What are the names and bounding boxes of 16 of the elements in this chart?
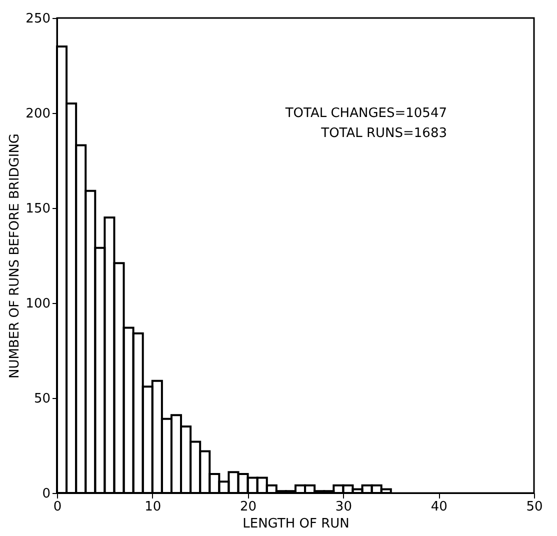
annotation: TOTAL CHANGES=10547: [284, 106, 447, 121]
y-axis-title: NUMBER OF RUNS BEFORE BRIDGING: [8, 134, 23, 378]
y-tick-label: 250: [26, 12, 50, 26]
y-tick-label: 50: [34, 392, 50, 406]
x-tick-label: 40: [430, 500, 448, 514]
x-axis-title: LENGTH OF RUN: [242, 516, 350, 532]
x-tick-label: 0: [53, 500, 62, 514]
y-tick-label: 100: [26, 296, 50, 312]
x-tick-label: 30: [335, 500, 352, 514]
y-tick-label: 150: [26, 202, 50, 216]
x-tick-label: 10: [144, 500, 162, 514]
y-tick-label: 0: [42, 486, 50, 502]
x-tick-label: 20: [240, 500, 257, 514]
x-tick-label: 50: [526, 500, 543, 514]
annotation: TOTAL RUNS=1683: [320, 126, 447, 141]
y-tick-label: 200: [26, 106, 50, 122]
